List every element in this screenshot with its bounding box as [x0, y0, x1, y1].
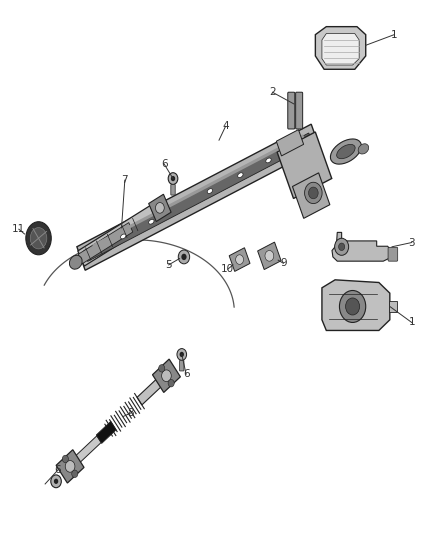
Polygon shape — [84, 133, 313, 262]
FancyBboxPatch shape — [171, 184, 175, 195]
Polygon shape — [332, 232, 392, 261]
Circle shape — [72, 470, 78, 478]
Text: 7: 7 — [121, 175, 128, 185]
Circle shape — [177, 349, 187, 360]
Circle shape — [162, 370, 171, 382]
Text: 10: 10 — [221, 264, 234, 274]
FancyBboxPatch shape — [388, 247, 398, 261]
Ellipse shape — [358, 144, 369, 154]
Polygon shape — [56, 450, 84, 483]
Polygon shape — [152, 359, 180, 392]
Circle shape — [180, 352, 184, 357]
Text: 2: 2 — [269, 87, 276, 97]
Text: 9: 9 — [280, 259, 287, 268]
Polygon shape — [229, 248, 250, 271]
Text: 3: 3 — [408, 238, 415, 247]
FancyBboxPatch shape — [296, 92, 303, 129]
Ellipse shape — [30, 228, 47, 249]
Text: 6: 6 — [161, 159, 168, 169]
Polygon shape — [293, 173, 330, 219]
Polygon shape — [77, 124, 319, 270]
Circle shape — [335, 238, 349, 255]
Circle shape — [346, 298, 360, 315]
Polygon shape — [276, 130, 304, 156]
Text: 6: 6 — [54, 465, 61, 475]
Ellipse shape — [207, 189, 212, 193]
Circle shape — [168, 379, 174, 387]
Circle shape — [265, 251, 274, 261]
Circle shape — [178, 250, 190, 264]
Polygon shape — [389, 301, 397, 312]
Circle shape — [62, 455, 68, 463]
Polygon shape — [137, 372, 169, 405]
Text: 5: 5 — [165, 260, 172, 270]
Ellipse shape — [304, 182, 322, 204]
Polygon shape — [148, 194, 171, 222]
Ellipse shape — [26, 222, 51, 255]
FancyBboxPatch shape — [288, 92, 295, 129]
Polygon shape — [92, 134, 304, 247]
Polygon shape — [96, 422, 116, 443]
Polygon shape — [78, 223, 133, 264]
Ellipse shape — [330, 139, 361, 164]
Text: 8: 8 — [127, 408, 134, 418]
Circle shape — [65, 461, 75, 472]
Text: 11: 11 — [12, 224, 25, 234]
Polygon shape — [322, 34, 359, 65]
Polygon shape — [68, 436, 101, 470]
Ellipse shape — [69, 255, 82, 269]
Text: 6: 6 — [183, 369, 190, 379]
Polygon shape — [322, 280, 390, 330]
Circle shape — [236, 255, 244, 264]
Polygon shape — [315, 27, 366, 69]
Ellipse shape — [120, 234, 126, 239]
Polygon shape — [277, 132, 332, 198]
Text: 1: 1 — [408, 318, 415, 327]
Ellipse shape — [266, 158, 271, 163]
Ellipse shape — [148, 220, 154, 224]
Polygon shape — [78, 206, 156, 266]
Circle shape — [339, 243, 345, 251]
Text: 4: 4 — [222, 122, 229, 131]
Polygon shape — [258, 242, 281, 270]
Ellipse shape — [308, 187, 318, 199]
FancyBboxPatch shape — [180, 360, 184, 371]
Circle shape — [339, 290, 366, 322]
Circle shape — [168, 173, 178, 184]
Circle shape — [155, 203, 164, 213]
Ellipse shape — [238, 173, 243, 177]
Circle shape — [51, 475, 61, 488]
Circle shape — [171, 176, 175, 181]
Circle shape — [181, 254, 187, 260]
Text: 1: 1 — [391, 30, 398, 39]
Circle shape — [54, 479, 58, 484]
Circle shape — [159, 365, 165, 372]
Ellipse shape — [337, 144, 355, 159]
